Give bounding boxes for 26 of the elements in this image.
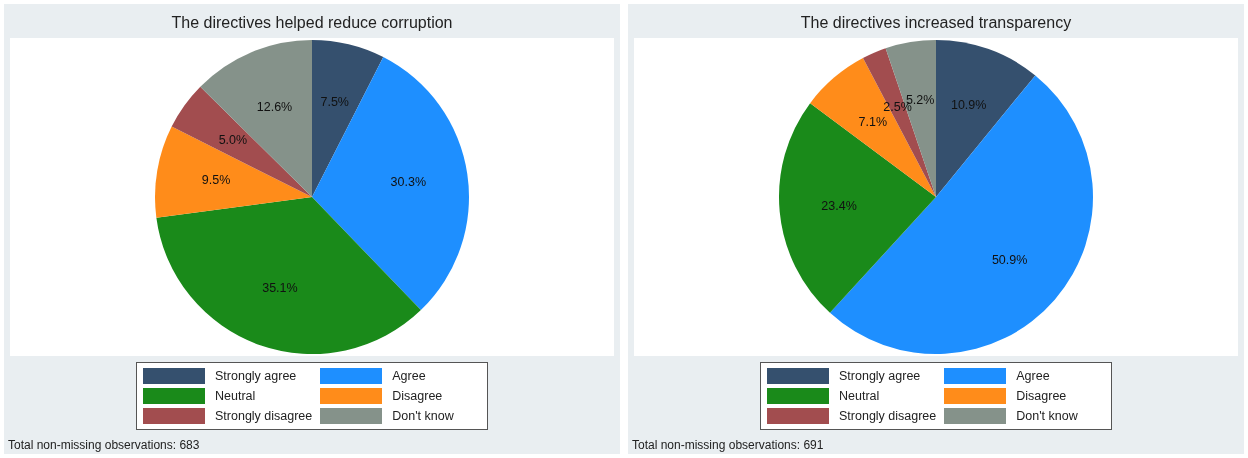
legend-label: Strongly agree xyxy=(215,369,297,383)
legend-label: Neutral xyxy=(839,389,880,403)
legend-label: Disagree xyxy=(392,389,443,403)
legend-label: Strongly agree xyxy=(839,369,921,383)
legend-label: Strongly disagree xyxy=(215,409,313,423)
data-label: 10.9% xyxy=(950,97,987,112)
chart-title: The directives helped reduce corruption xyxy=(170,13,454,33)
legend-label: Agree xyxy=(1016,369,1050,383)
text: Total non-missing observations: 683 xyxy=(8,438,200,452)
chart-title: The directives increased transparency xyxy=(799,13,1073,33)
legend-label: Neutral xyxy=(215,389,256,403)
data-label: 7.1% xyxy=(858,115,888,130)
data-label: 5.0% xyxy=(218,132,248,147)
text: Total non-missing observations: 691 xyxy=(632,438,824,452)
legend-label: Agree xyxy=(392,369,426,383)
legend-label: Don't know xyxy=(1016,409,1078,423)
data-label: 12.6% xyxy=(256,99,293,114)
legend-label: Disagree xyxy=(1016,389,1067,403)
data-label: 7.5% xyxy=(320,94,349,109)
legend-label: Strongly disagree xyxy=(839,409,937,423)
data-label: 35.1% xyxy=(262,281,298,296)
legend-label: Don't know xyxy=(392,409,454,423)
data-label: 9.5% xyxy=(201,173,231,188)
data-label: 50.9% xyxy=(991,253,1028,268)
data-label: 23.4% xyxy=(821,198,857,213)
data-label: 30.3% xyxy=(390,175,427,190)
